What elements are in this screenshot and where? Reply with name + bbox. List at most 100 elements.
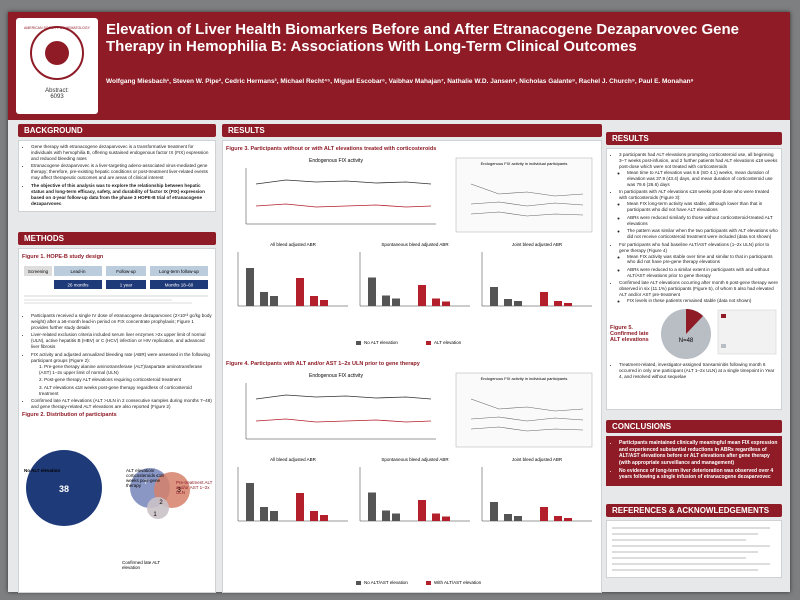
individual-line bbox=[470, 211, 584, 217]
bar-shape bbox=[514, 301, 522, 306]
logo-box: AMERICAN SOCIETY OF HEMATOLOGY Abstract:… bbox=[16, 18, 98, 114]
bullet: Gene therapy with etranacogene dezaparvo… bbox=[31, 144, 212, 162]
bullet: Participants maintained clinically meani… bbox=[619, 440, 778, 466]
phase-label: Long-term follow-up bbox=[159, 269, 199, 274]
bullet: No evidence of long-term liver deteriora… bbox=[619, 468, 778, 481]
methods-section: METHODS Figure 1. HOPE-B study design Sc… bbox=[18, 232, 216, 593]
bar-shape bbox=[418, 285, 426, 306]
figure-4: Endogenous FIX activity Endogenous FIX ac… bbox=[226, 369, 598, 592]
sub-bullet: ABRs were reduced similarly to those wit… bbox=[627, 215, 778, 227]
bullet: In participants with ALT elevations ≤18 … bbox=[619, 189, 778, 240]
bar-shape bbox=[504, 514, 512, 521]
legend-swatch bbox=[356, 581, 361, 585]
study-design: Screening Lead-in Follow-up Long-term fo… bbox=[24, 266, 208, 304]
phase-label: Lead-in bbox=[70, 269, 86, 274]
pie-key bbox=[717, 309, 777, 354]
results-right-panel: 3 participants had ALT elevations prompt… bbox=[606, 148, 782, 410]
group: 1. Pre-gene therapy alanine aminotransfe… bbox=[39, 363, 203, 375]
bar-shape bbox=[490, 287, 498, 306]
bar-shape bbox=[514, 516, 522, 521]
bar-shape bbox=[382, 295, 390, 306]
individual-line bbox=[470, 183, 584, 197]
bar-shape bbox=[442, 516, 450, 521]
group: 3. ALT elevations ≤18 weeks post-gene th… bbox=[39, 384, 192, 396]
duration-label: Months 18–60 bbox=[165, 283, 194, 288]
title: Elevation of Liver Health Biomarkers Bef… bbox=[106, 21, 739, 55]
sub-bullet: The pattern was similar when the two par… bbox=[627, 228, 778, 240]
bar-shape bbox=[540, 292, 548, 306]
bar-shape bbox=[554, 301, 562, 306]
section-heading: RESULTS bbox=[222, 124, 602, 137]
phase-box bbox=[24, 266, 52, 276]
bullet: Confirmed late ALT elevations occurring … bbox=[619, 280, 778, 304]
pie-slice bbox=[686, 308, 703, 334]
bar-shape bbox=[432, 298, 440, 306]
bullet: Participants received a single IV dose o… bbox=[31, 313, 212, 331]
bullet: For participants who had baseline ALT/AS… bbox=[619, 242, 778, 279]
bullet-text: For participants who had baseline ALT/AS… bbox=[619, 241, 770, 253]
key-swatch bbox=[721, 343, 726, 348]
bar-shape bbox=[270, 296, 278, 306]
venn-count: 38 bbox=[59, 484, 69, 494]
phase-bar bbox=[150, 280, 208, 289]
phase-box bbox=[150, 266, 208, 276]
bullet-text: FIX activity and adjusted annualized ble… bbox=[31, 351, 210, 363]
abstract: Abstract: 6093 bbox=[16, 88, 98, 100]
venn-label: No ALT elevation bbox=[24, 468, 61, 473]
figure-title: Figure 4. Participants with ALT and/or A… bbox=[226, 361, 420, 367]
authors: Wolfgang Miesbach¹, Steven W. Pipe², Ced… bbox=[106, 78, 694, 85]
bar-shape bbox=[320, 515, 328, 521]
abstract-number: 6093 bbox=[50, 94, 64, 100]
group: 2. Post-gene therapy ALT elevations requ… bbox=[39, 377, 182, 383]
sub-bullet: Mean time to ALT elevation was 6.6 (SD 4… bbox=[627, 170, 778, 188]
venn-label: Confirmed late ALT elevation bbox=[122, 560, 161, 570]
bullet-text: 3 participants had ALT elevations prompt… bbox=[619, 152, 778, 169]
bar-shape bbox=[296, 278, 304, 306]
individual-line bbox=[470, 426, 584, 432]
bar-shape bbox=[564, 303, 572, 306]
venn-circle bbox=[147, 497, 169, 520]
panel-title: All bleed adjusted ABR bbox=[270, 242, 317, 247]
background-panel: Gene therapy with etranacogene dezaparvo… bbox=[18, 140, 216, 213]
section-heading: BACKGROUND bbox=[18, 124, 216, 137]
panel-title: Joint bleed adjusted ABR bbox=[512, 242, 563, 247]
panel-title: Spontaneous bleed adjusted ABR bbox=[381, 242, 449, 247]
references-panel bbox=[606, 520, 782, 578]
panel-title: Endogenous FIX activity bbox=[309, 158, 363, 164]
bullet: The objective of this analysis was to ex… bbox=[31, 183, 212, 207]
sub-bullet: Mean FIX long-term activity was stable, … bbox=[627, 201, 778, 213]
header-band bbox=[8, 12, 790, 120]
trend-line bbox=[255, 394, 432, 400]
bar-shape bbox=[554, 516, 562, 521]
bar-shape bbox=[382, 510, 390, 521]
bar-shape bbox=[418, 500, 426, 521]
bar-shape bbox=[490, 502, 498, 521]
venn: 38 7 3 2 1 bbox=[26, 450, 190, 527]
bullet: FIX activity and adjusted annualized ble… bbox=[31, 352, 212, 397]
phase-label: Screening bbox=[28, 269, 49, 274]
bullet: Treatment-related, investigator-assigned… bbox=[619, 362, 778, 380]
duration-label: 1 year bbox=[120, 283, 133, 288]
trend-line bbox=[255, 418, 432, 423]
panel-title: Joint bleed adjusted ABR bbox=[512, 457, 563, 462]
phase-bar bbox=[54, 280, 102, 289]
sub-bullet: Mean FIX activity was stable over time a… bbox=[627, 254, 778, 266]
bullet: Liver-related exclusion criteria include… bbox=[31, 332, 212, 350]
panel-title: Endogenous FIX activity in individual pa… bbox=[481, 161, 568, 166]
poster: AMERICAN SOCIETY OF HEMATOLOGY Abstract:… bbox=[8, 12, 790, 593]
venn-label: Pre-treatment ALT and/or AST 1–2x ULN bbox=[176, 480, 213, 495]
conclusions-section: CONCLUSIONS Participants maintained clin… bbox=[606, 420, 782, 486]
panel-title: All bleed adjusted ABR bbox=[270, 457, 317, 462]
section-heading: METHODS bbox=[18, 232, 216, 245]
phase-box bbox=[54, 266, 102, 276]
bullet-text: In participants with ALT elevations ≤18 … bbox=[619, 189, 770, 201]
logo-mark bbox=[45, 41, 69, 65]
bullet: Confirmed late ALT elevations (ALT >ULN … bbox=[31, 398, 212, 410]
pie-n: N=48 bbox=[679, 338, 694, 344]
results-right-section: RESULTS 3 participants had ALT elevation… bbox=[606, 132, 782, 410]
panel-title: Endogenous FIX activity bbox=[309, 373, 363, 379]
legend-label: ALT elevation bbox=[434, 340, 462, 345]
sub-bullet: FIX levels in these patients remained st… bbox=[627, 298, 778, 304]
bullet: 3 participants had ALT elevations prompt… bbox=[619, 152, 778, 188]
panel-title: Spontaneous bleed adjusted ABR bbox=[381, 457, 449, 462]
